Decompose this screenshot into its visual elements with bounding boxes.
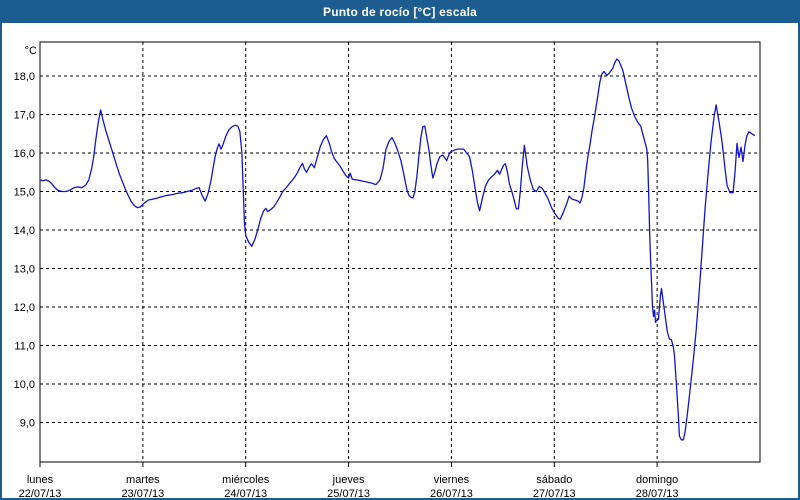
x-date-label: 22/07/13: [19, 488, 62, 498]
y-tick-label: 10,0: [14, 379, 35, 391]
x-day-label: lunes: [27, 474, 54, 486]
x-day-label: viernes: [434, 474, 470, 486]
x-day-label: martes: [126, 474, 160, 486]
x-day-label: domingo: [636, 474, 678, 486]
y-tick-label: 16,0: [14, 148, 35, 160]
x-day-label: miércoles: [222, 474, 270, 486]
x-date-label: 24/07/13: [224, 488, 267, 498]
y-tick-label: 12,0: [14, 302, 35, 314]
x-day-label: sábado: [536, 474, 572, 486]
plot-border: [39, 41, 761, 463]
y-tick-label: 9,0: [20, 418, 35, 430]
y-axis-unit-label: °C: [25, 45, 37, 57]
y-tick-label: 15,0: [14, 187, 35, 199]
dewpoint-chart: 18,0 17,0 16,0 15,0 14,0 13,0 12,0 11,0 10,0 9,0 °…: [14, 41, 761, 498]
x-date-label: 26/07/13: [430, 488, 473, 498]
chart-area: 18,0 17,0 16,0 15,0 14,0 13,0 12,0 11,0 10,0 9,0 °…: [2, 23, 798, 498]
x-day-label: jueves: [332, 474, 365, 486]
x-date-label: 25/07/13: [327, 488, 370, 498]
chart-title: Punto de rocío [°C] escala: [322, 5, 478, 19]
y-tick-label: 18,0: [14, 71, 35, 83]
y-tick-label: 13,0: [14, 264, 35, 276]
window-title-bar: Punto de rocío [°C] escala: [2, 2, 798, 23]
dewpoint-series-line: [39, 58, 756, 441]
y-tick-label: 11,0: [14, 341, 35, 353]
x-date-label: 23/07/13: [121, 488, 164, 498]
x-date-label: 27/07/13: [533, 488, 576, 498]
y-tick-label: 17,0: [14, 110, 35, 122]
y-tick-label: 14,0: [14, 225, 35, 237]
x-date-label: 28/07/13: [636, 488, 679, 498]
